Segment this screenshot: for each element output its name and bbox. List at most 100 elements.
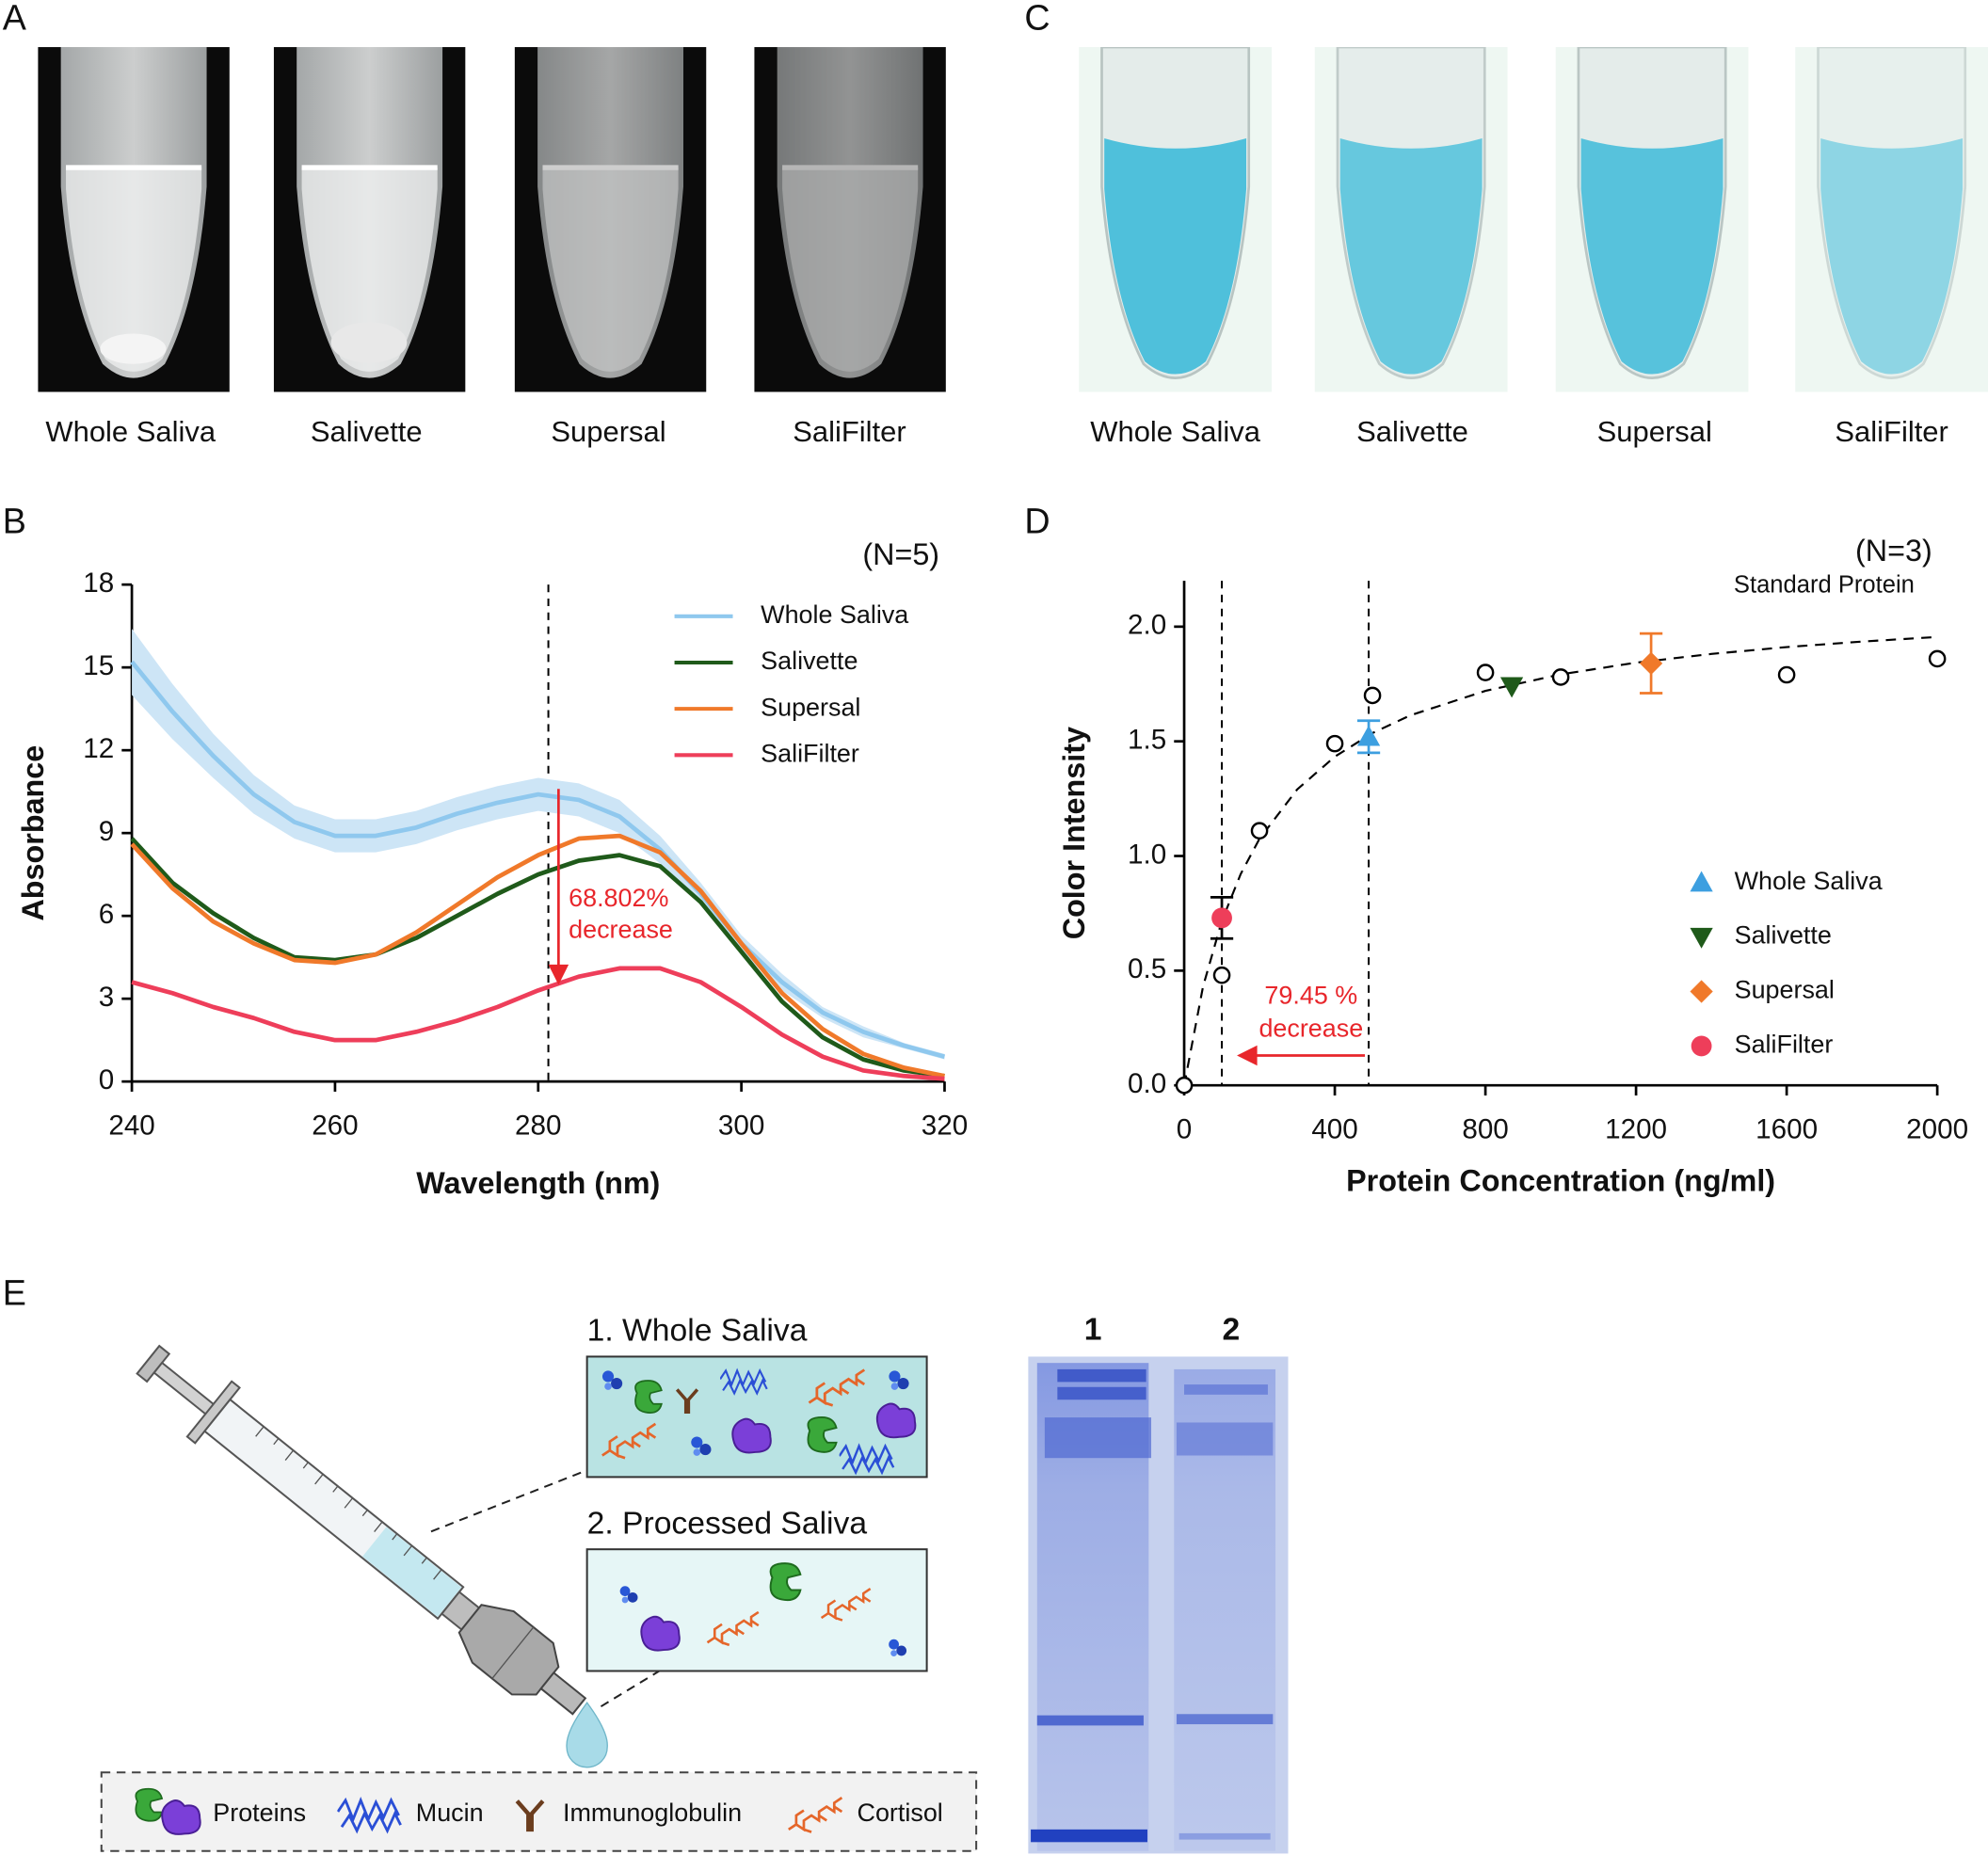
- caption: Salivette: [1356, 415, 1468, 448]
- legend-label: Mucin: [416, 1799, 484, 1827]
- arrow-label: decrease: [569, 916, 673, 944]
- fit-curve: [1182, 635, 1938, 1086]
- barrel-liquid: [362, 1527, 462, 1617]
- x-tick-label: 260: [312, 1110, 358, 1141]
- gel-band: [1044, 1417, 1152, 1459]
- x-tick-label: 400: [1311, 1114, 1357, 1145]
- standard-point: [1476, 664, 1495, 681]
- standard-point: [1212, 966, 1231, 984]
- legend-label: Cortisol: [858, 1799, 943, 1827]
- gel-band: [1057, 1386, 1146, 1400]
- gel-band: [1036, 1715, 1144, 1726]
- caption: SaliFilter: [1835, 415, 1948, 448]
- x-tick-label: 2000: [1906, 1114, 1968, 1145]
- gel-band: [1176, 1422, 1274, 1456]
- legend-label: Immunoglobulin: [563, 1799, 742, 1827]
- arrow-label: 79.45 %: [1264, 982, 1357, 1010]
- legend-label: Salivette: [761, 647, 858, 675]
- photo-row-a: Whole Saliva Salivette Supersal SaliFilt…: [38, 47, 946, 448]
- y-axis-title: Absorbance: [16, 745, 50, 921]
- filter-edge: [491, 1626, 535, 1679]
- connector: [430, 1469, 586, 1533]
- x-tick-label: 320: [922, 1110, 968, 1141]
- legend-label: Whole Saliva: [1735, 867, 1883, 895]
- gel-band: [1176, 1714, 1274, 1725]
- panel-label: E: [3, 1273, 26, 1313]
- legend-label: Supersal: [761, 693, 860, 721]
- standard-point: [1551, 668, 1570, 686]
- lane-label: 1: [1084, 1312, 1102, 1347]
- drop: [566, 1702, 608, 1768]
- pellet: [330, 322, 408, 363]
- syringe-diagram: 1. Whole Saliva 2. Processed Saliva Prot…: [100, 1314, 978, 1852]
- gel-band: [1184, 1384, 1268, 1395]
- y-tick-label: 6: [99, 899, 114, 930]
- annotation: (N=5): [862, 537, 939, 571]
- y-tick-label: 12: [83, 733, 114, 764]
- x-tick-label: 280: [515, 1110, 561, 1141]
- lane-label: 2: [1223, 1312, 1241, 1347]
- legend-marker: [1691, 1035, 1712, 1057]
- legend-marker: [1690, 980, 1713, 1003]
- panel-label: A: [3, 0, 27, 38]
- y-axis-title: Color Intensity: [1057, 727, 1091, 939]
- legend-label: SaliFilter: [761, 739, 859, 767]
- x-tick-label: 240: [108, 1110, 154, 1141]
- arrow-label: 68.802%: [569, 884, 668, 912]
- data-point: [1211, 907, 1232, 929]
- gel-band: [1031, 1829, 1147, 1843]
- caption: Supersal: [551, 415, 665, 448]
- x-tick-label: 800: [1462, 1114, 1508, 1145]
- x-tick-label: 300: [718, 1110, 764, 1141]
- standard-point: [1928, 649, 1947, 668]
- y-tick-label: 2.0: [1128, 610, 1166, 641]
- box-title: 2. Processed Saliva: [587, 1506, 868, 1541]
- pellet: [100, 333, 167, 364]
- arrow-head: [1237, 1045, 1258, 1066]
- series-line: [130, 660, 946, 1060]
- standard-point: [1250, 822, 1269, 840]
- panel-label: C: [1024, 0, 1050, 38]
- caption: Whole Saliva: [1090, 415, 1261, 448]
- y-tick-label: 1.5: [1128, 725, 1166, 756]
- y-tick-label: 0.5: [1128, 953, 1166, 984]
- processed-saliva-box: [585, 1548, 928, 1672]
- caption: Salivette: [311, 415, 423, 448]
- legend-marker: [1690, 871, 1713, 892]
- x-tick-label: 1200: [1605, 1114, 1667, 1145]
- standard-point: [1325, 734, 1344, 753]
- standard-point: [1175, 1076, 1194, 1095]
- legend-label: Salivette: [1735, 921, 1832, 950]
- gel-band: [1178, 1832, 1271, 1840]
- arrow-label: decrease: [1259, 1015, 1363, 1043]
- y-tick-label: 18: [83, 568, 114, 599]
- y-tick-label: 9: [99, 816, 114, 847]
- fit-label: Standard Protein: [1734, 572, 1915, 599]
- x-axis-title: Wavelength (nm): [416, 1166, 660, 1200]
- data-point: [1356, 725, 1381, 746]
- caption: SaliFilter: [793, 415, 906, 448]
- filter: [457, 1604, 560, 1696]
- legend-label: Proteins: [213, 1799, 306, 1827]
- x-tick-label: 0: [1177, 1114, 1192, 1145]
- series-line: [130, 833, 945, 1079]
- box-title: 1. Whole Saliva: [587, 1314, 808, 1349]
- x-axis-title: Protein Concentration (ng/ml): [1346, 1163, 1775, 1197]
- syringe: [136, 1344, 587, 1716]
- caption: Whole Saliva: [45, 415, 216, 448]
- panel-label: B: [3, 501, 26, 540]
- legend-box: [100, 1771, 978, 1852]
- photo-row-c: Whole Saliva Salivette Supersal SaliFilt…: [1079, 47, 1988, 448]
- y-tick-label: 1.0: [1128, 839, 1166, 870]
- nozzle: [539, 1671, 587, 1716]
- caption: Supersal: [1597, 415, 1712, 448]
- annotation: (N=3): [1855, 534, 1932, 568]
- connector: [600, 1670, 660, 1708]
- panel-label: D: [1024, 501, 1050, 540]
- data-point: [1499, 677, 1524, 698]
- standard-point: [1777, 665, 1796, 684]
- series-line: [131, 966, 945, 1081]
- legend-label: SaliFilter: [1735, 1031, 1834, 1059]
